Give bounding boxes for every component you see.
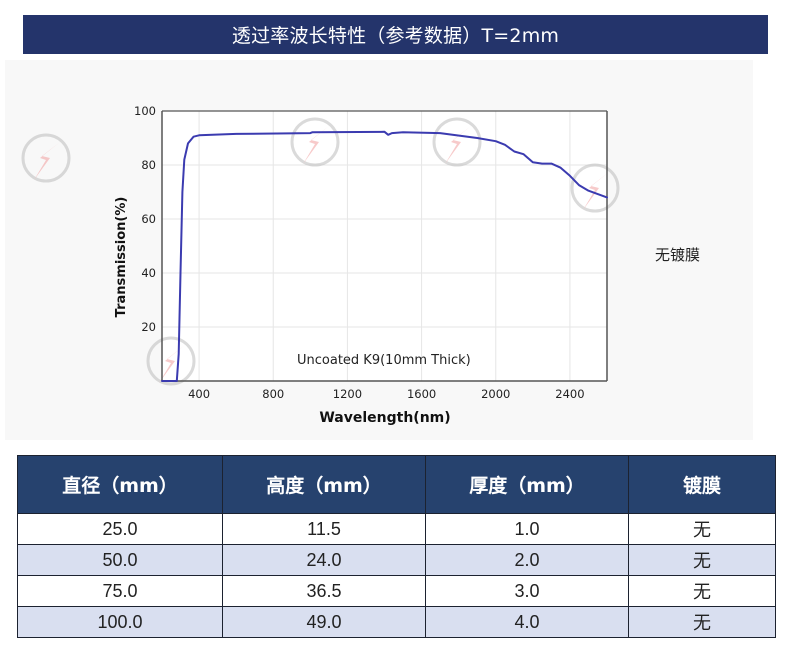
cell-coating: 无 — [628, 606, 776, 638]
header-diameter: 直径（mm） — [17, 455, 223, 514]
watermark-logo-icon — [570, 163, 620, 213]
coating-note: 无镀膜 — [655, 246, 701, 264]
cell-diameter: 50.0 — [17, 544, 223, 576]
table-row: 25.0 11.5 1.0 无 — [17, 513, 776, 545]
cell-thickness: 3.0 — [425, 575, 629, 607]
transmission-chart: 400 800 1200 1600 2000 2400 20 40 60 80 100 Wavelen… — [21, 104, 620, 426]
table-row: 50.0 24.0 2.0 无 — [17, 544, 776, 576]
cell-coating: 无 — [628, 513, 776, 545]
table-header-row: 直径（mm） 高度（mm） 厚度（mm） 镀膜 — [17, 455, 776, 514]
spec-table: 直径（mm） 高度（mm） 厚度（mm） 镀膜 25.0 11.5 1.0 无 … — [17, 455, 776, 638]
cell-height: 24.0 — [222, 544, 426, 576]
table-row: 75.0 36.5 3.0 无 — [17, 575, 776, 607]
table-row: 100.0 49.0 4.0 无 — [17, 606, 776, 638]
watermark-logo-icon — [146, 336, 196, 386]
cell-thickness: 2.0 — [425, 544, 629, 576]
watermark-logo-icon — [432, 117, 482, 167]
chart-annotation: Uncoated K9(10mm Thick) — [297, 353, 471, 368]
page-title-bar: 透过率波长特性（参考数据）T=2mm — [23, 15, 768, 54]
y-tick-label: 20 — [141, 320, 156, 334]
transmission-curve — [161, 130, 608, 382]
y-axis-label: Transmission(%) — [114, 197, 129, 318]
header-height: 高度（mm） — [222, 455, 426, 514]
plot-area — [162, 111, 607, 381]
chart-panel: 400 800 1200 1600 2000 2400 20 40 60 80 100 Wavelen… — [5, 60, 753, 440]
y-tick-label: 40 — [141, 266, 156, 280]
x-tick-label: 800 — [262, 387, 284, 401]
x-tick-label: 2400 — [555, 387, 584, 401]
y-tick-label: 60 — [141, 212, 156, 226]
x-axis-label: Wavelength(nm) — [319, 410, 450, 426]
cell-height: 49.0 — [222, 606, 426, 638]
cell-coating: 无 — [628, 544, 776, 576]
cell-height: 36.5 — [222, 575, 426, 607]
x-tick-label: 1200 — [333, 387, 362, 401]
cell-diameter: 75.0 — [17, 575, 223, 607]
page-title: 透过率波长特性（参考数据）T=2mm — [231, 25, 560, 47]
cell-diameter: 25.0 — [17, 513, 223, 545]
cell-coating: 无 — [628, 575, 776, 607]
x-tick-label: 1600 — [407, 387, 436, 401]
header-coating: 镀膜 — [628, 455, 776, 514]
cell-thickness: 1.0 — [425, 513, 629, 545]
x-tick-label: 400 — [188, 387, 210, 401]
watermark-logo-icon — [290, 117, 340, 167]
cell-diameter: 100.0 — [17, 606, 223, 638]
header-thickness: 厚度（mm） — [425, 455, 629, 514]
watermark-logo-icon — [21, 133, 71, 183]
y-tick-label: 80 — [141, 158, 156, 172]
x-tick-label: 2000 — [481, 387, 510, 401]
cell-height: 11.5 — [222, 513, 426, 545]
y-tick-label: 100 — [134, 104, 156, 118]
cell-thickness: 4.0 — [425, 606, 629, 638]
